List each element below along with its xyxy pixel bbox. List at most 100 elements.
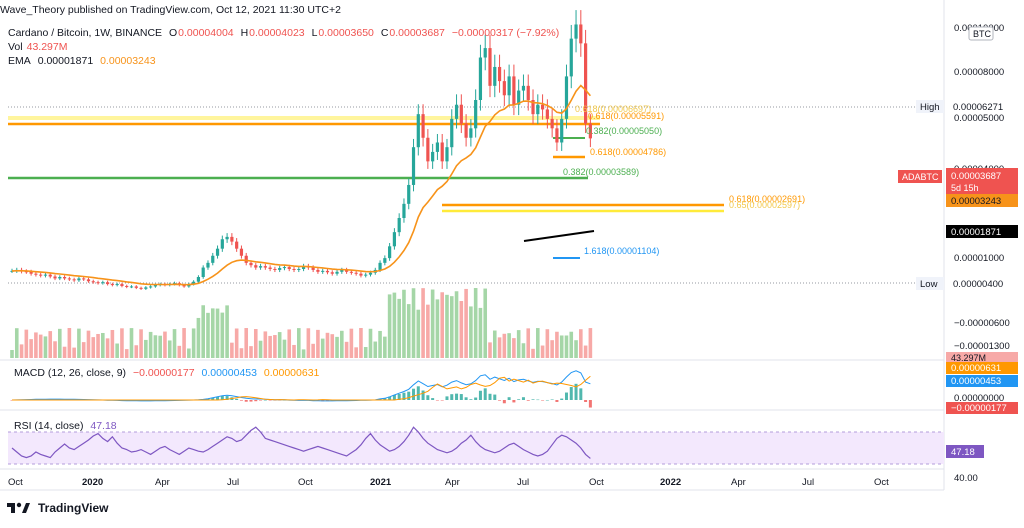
- close-label: C: [380, 27, 389, 39]
- macd-histogram-bar: [431, 398, 435, 400]
- macd-histogram-bar: [440, 400, 444, 401]
- candle-body: [254, 265, 258, 268]
- candle-body: [301, 266, 306, 269]
- candle-body: [497, 66, 502, 82]
- macd-histogram-bar: [421, 390, 425, 400]
- candle-body: [435, 142, 440, 152]
- candle-body: [388, 246, 392, 259]
- rsi-line: [11, 426, 591, 459]
- macd-histogram-bar: [397, 393, 401, 400]
- macd-histogram-bar: [555, 400, 559, 402]
- candle-body: [125, 285, 129, 287]
- volume-bar: [516, 330, 521, 358]
- volume-bar: [430, 289, 435, 358]
- macd-histogram-bar: [220, 395, 224, 400]
- candle-body: [220, 239, 224, 249]
- publish-header: Wave_Theory published on TradingView.com…: [0, 4, 341, 16]
- high-tag-label: High: [920, 102, 940, 113]
- tradingview-brand: TradingView: [38, 501, 109, 515]
- volume-bar: [469, 306, 473, 358]
- volume-bar: [48, 331, 53, 358]
- volume-bar: [411, 288, 416, 358]
- macd-histogram-bar: [268, 400, 272, 401]
- price-tick-label: 0.00005000: [954, 113, 1004, 124]
- macd-histogram-bar: [531, 399, 535, 400]
- candle-body: [354, 272, 358, 274]
- volume-bar: [230, 342, 234, 358]
- candle-body: [536, 104, 540, 115]
- macd-histogram-bar: [235, 398, 239, 400]
- candle-body: [555, 128, 559, 143]
- volume-bar: [62, 346, 67, 358]
- price-tag-bg: [946, 168, 1018, 194]
- volume-bar: [124, 349, 129, 358]
- candle-body: [311, 267, 315, 270]
- time-tick-label: 2022: [660, 477, 681, 488]
- candle-body: [545, 109, 549, 119]
- candle-body: [450, 118, 454, 148]
- candle-body: [383, 258, 387, 263]
- volume-bar: [206, 312, 210, 358]
- volume-bar: [559, 335, 564, 358]
- macd-histogram-bar: [464, 397, 468, 400]
- candle-body: [34, 273, 38, 275]
- candle-body: [86, 279, 91, 282]
- macd-tag-value: 0.00000631: [951, 363, 1001, 374]
- macd-histogram-bar: [459, 394, 463, 400]
- ema-value-1: 0.00001871: [37, 55, 94, 67]
- volume-bar: [167, 340, 172, 358]
- volume-bar: [521, 343, 526, 358]
- volume-bar: [564, 335, 569, 358]
- volume-bar: [459, 301, 464, 358]
- rsi-legend: RSI (14, close) 47.18: [14, 420, 121, 432]
- volume-bar: [421, 288, 425, 358]
- candle-body: [325, 270, 330, 273]
- candle-body: [106, 282, 110, 285]
- symbol-tag-bg: [898, 170, 942, 183]
- rsi-tag-value: 47.18: [951, 447, 975, 458]
- fib-label: 0.618(0.00002691): [729, 194, 805, 204]
- macd-histogram-bar: [239, 400, 243, 401]
- candle-body: [278, 268, 282, 270]
- time-tick-label: Oct: [8, 477, 23, 488]
- volume-bar: [210, 308, 215, 358]
- fib-label: 0.382(0.00003589): [563, 167, 639, 177]
- candle-body: [488, 48, 492, 86]
- volume-bar: [306, 328, 311, 358]
- candle-body: [335, 271, 339, 274]
- time-tick-label: 2021: [370, 477, 392, 488]
- macd-histogram-bar: [483, 388, 487, 400]
- volume-bar: [239, 348, 244, 358]
- tradingview-footer[interactable]: TradingView: [6, 501, 108, 515]
- volume-bar: [282, 339, 287, 358]
- volume-bar: [435, 299, 440, 358]
- price-tick-label: 0.00001000: [954, 253, 1004, 264]
- volume-bar: [330, 334, 335, 358]
- candle-body: [134, 286, 138, 288]
- volume-bar: [91, 337, 96, 358]
- volume-bar: [14, 328, 19, 358]
- candle-body: [263, 266, 267, 268]
- volume-bar: [354, 347, 358, 358]
- high-value: 0.00004023: [249, 27, 305, 39]
- volume-bar: [349, 328, 354, 358]
- volume-bar: [53, 341, 57, 358]
- candle-body: [411, 147, 416, 185]
- ema-tag-value: 0.00003243: [951, 196, 1001, 207]
- candle-body: [321, 270, 325, 272]
- macd-histogram-bar: [521, 397, 525, 400]
- candle-body: [258, 266, 263, 268]
- volume-bar: [335, 336, 339, 358]
- volume-bar: [569, 331, 574, 358]
- macd-legend: MACD (12, 26, close, 9) −0.00000177 0.00…: [14, 367, 323, 379]
- macd-histogram-bar: [216, 396, 220, 400]
- fib-zone-top: [8, 116, 600, 120]
- volume-bar: [253, 329, 258, 358]
- ema-tag-value: 0.00001871: [951, 227, 1001, 238]
- volume-bar: [105, 338, 110, 358]
- candle-body: [149, 286, 153, 288]
- low-label: L: [311, 27, 318, 39]
- symbol-legend: Cardano / Bitcoin, 1W, BINANCE O0.000040…: [8, 27, 563, 39]
- candle-body: [29, 271, 33, 274]
- volume-bar: [545, 329, 550, 358]
